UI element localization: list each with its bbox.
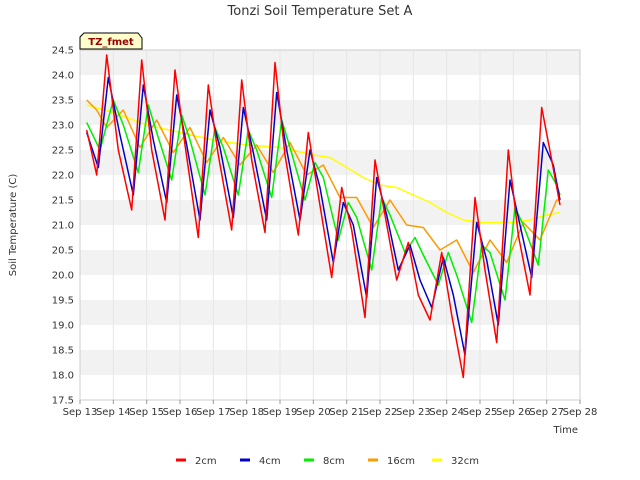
grid-band <box>80 325 580 350</box>
x-tick-label: Sep 25 <box>463 407 498 418</box>
grid-band <box>80 275 580 300</box>
grid-band <box>80 300 580 325</box>
x-axis-label: Time <box>553 425 578 436</box>
grid-band <box>80 100 580 125</box>
x-tick-label: Sep 14 <box>96 407 131 418</box>
y-tick-label: 22.5 <box>52 146 74 157</box>
x-tick-label: Sep 27 <box>529 407 564 418</box>
grid-band <box>80 50 580 75</box>
y-axis-label: Soil Temperature (C) <box>8 174 19 277</box>
x-tick-label: Sep 28 <box>563 407 598 418</box>
y-tick-label: 21.0 <box>52 221 74 232</box>
y-tick-label: 22.0 <box>52 171 74 182</box>
x-tick-label: Sep 26 <box>496 407 531 418</box>
y-tick-label: 19.0 <box>52 321 74 332</box>
x-tick-label: Sep 19 <box>263 407 298 418</box>
y-tick-label: 18.5 <box>52 346 74 357</box>
grid-band <box>80 350 580 375</box>
x-tick-label: Sep 13 <box>63 407 98 418</box>
series-line-8cm <box>86 99 561 324</box>
legend-label-4cm: 4cm <box>259 456 281 467</box>
legend: 2cm 4cm 8cm 16cm 32cm <box>176 456 479 467</box>
y-tick-label: 17.5 <box>52 396 74 407</box>
x-tick-label: Sep 16 <box>163 407 198 418</box>
series-line-4cm <box>85 76 561 356</box>
x-tick-label: Sep 21 <box>329 407 364 418</box>
legend-label-32cm: 32cm <box>451 456 479 467</box>
series-layer <box>85 54 561 379</box>
x-tick-label: Sep 24 <box>429 407 464 418</box>
grid-band <box>80 75 580 100</box>
grid-bands <box>79 50 581 400</box>
x-tick-label: Sep 17 <box>196 407 231 418</box>
y-tick-label: 24.5 <box>52 46 74 57</box>
y-tick-label: 23.5 <box>52 96 74 107</box>
tag-box-shape <box>79 32 143 50</box>
x-tick-label: Sep 20 <box>296 407 331 418</box>
x-tick-label: Sep 18 <box>229 407 264 418</box>
y-tick-label: 24.0 <box>52 71 74 82</box>
y-tick-label: 20.5 <box>52 246 74 257</box>
series-line-16cm <box>86 99 560 274</box>
y-tick-label: 19.5 <box>52 296 74 307</box>
y-tick-label: 18.0 <box>52 371 74 382</box>
chart-title: Tonzi Soil Temperature Set A <box>227 4 413 19</box>
legend-label-8cm: 8cm <box>323 456 345 467</box>
tag-label: TZ_fmet <box>88 37 134 48</box>
x-tick-label: Sep 23 <box>396 407 431 418</box>
plot-frame <box>79 49 581 401</box>
tag-box: TZ_fmet <box>79 32 143 50</box>
y-tick-labels: 17.5 18.0 18.5 19.0 19.5 20.0 20.5 21.0 21.5 22.0… <box>52 46 74 407</box>
y-tick-label: 21.5 <box>52 196 74 207</box>
y-tick-label: 20.0 <box>52 271 74 282</box>
legend-label-16cm: 16cm <box>387 456 415 467</box>
grid-band <box>80 375 580 400</box>
x-tick-label: Sep 22 <box>363 407 398 418</box>
legend-label-2cm: 2cm <box>195 456 217 467</box>
y-tick-label: 23.0 <box>52 121 74 132</box>
x-tick-label: Sep 15 <box>129 407 164 418</box>
series-line-2cm <box>85 54 561 379</box>
